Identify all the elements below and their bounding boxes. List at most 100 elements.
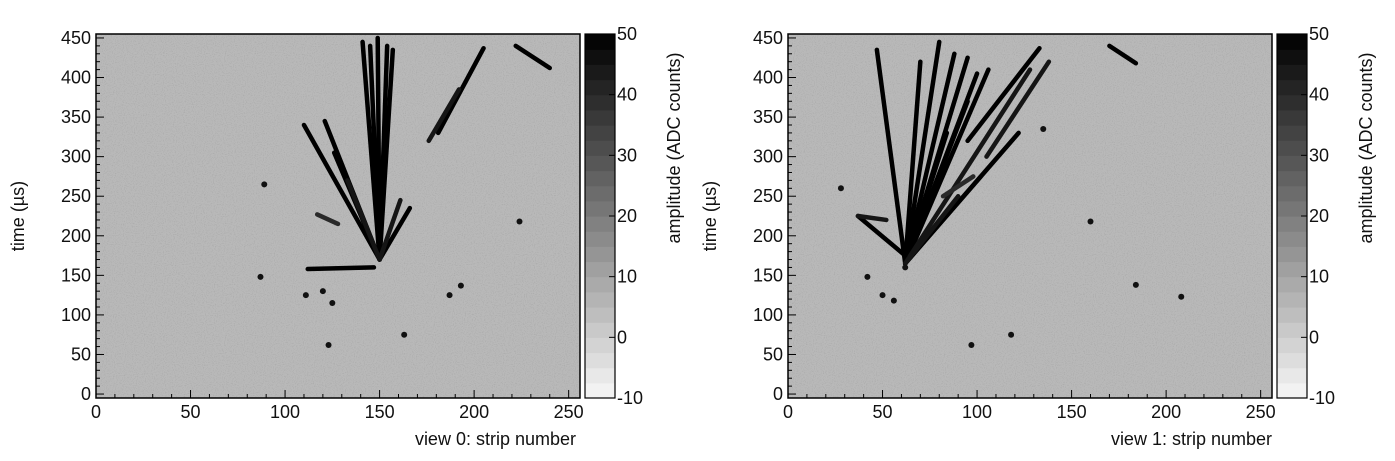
colorbar-tick-label-1-40: 40 bbox=[1309, 85, 1329, 105]
track-1-15 bbox=[855, 213, 908, 258]
colorbar-segment-0-16 bbox=[585, 140, 615, 156]
spot-0-6 bbox=[446, 292, 453, 299]
spot-0-5 bbox=[401, 331, 408, 338]
x-tick-label-0-0: 0 bbox=[91, 402, 101, 422]
colorbar-segment-0-21 bbox=[585, 64, 615, 81]
track-1-0 bbox=[874, 47, 908, 266]
y-tick-label-1-100: 100 bbox=[753, 305, 783, 325]
plot-area-0 bbox=[96, 34, 580, 398]
track-1-2 bbox=[902, 39, 942, 266]
colorbar-tick-label-0-50: 50 bbox=[617, 24, 637, 44]
y-tick-label-1-300: 300 bbox=[753, 147, 783, 167]
colorbar-0: -10 0 10 20 30 40 50 bbox=[584, 24, 643, 408]
colorbar-segment-0-2 bbox=[585, 352, 615, 369]
colorbar-segment-0-6 bbox=[585, 291, 615, 308]
colorbar-title-1: amplitude (ADC counts) bbox=[1356, 52, 1376, 243]
y-tick-label-1-0: 0 bbox=[773, 384, 783, 404]
y-tick-label-1-50: 50 bbox=[763, 344, 783, 364]
x-tick-label-0-150: 150 bbox=[365, 402, 395, 422]
colorbar-segment-1-6 bbox=[1277, 291, 1307, 308]
spot-0-1 bbox=[302, 292, 309, 299]
y-tick-label-0-200: 200 bbox=[61, 226, 91, 246]
x-tick-label-1-250: 250 bbox=[1246, 402, 1276, 422]
colorbar-segment-1-3 bbox=[1277, 337, 1307, 354]
colorbar-segment-1-7 bbox=[1277, 276, 1307, 293]
spot-0-8 bbox=[516, 218, 523, 225]
track-1-3 bbox=[902, 51, 957, 266]
colorbar-1: -10 0 10 20 30 40 50 bbox=[1276, 24, 1335, 408]
noise-layer-0 bbox=[96, 34, 580, 398]
track-0-8 bbox=[345, 178, 382, 262]
tracks-1 bbox=[855, 39, 1139, 266]
colorbar-tick-label-0-20: 20 bbox=[617, 206, 637, 226]
colorbar-segment-1-8 bbox=[1277, 261, 1307, 278]
y-tick-label-0-450: 450 bbox=[61, 28, 91, 48]
colorbar-segment-0-9 bbox=[585, 246, 615, 263]
track-0-6 bbox=[301, 122, 382, 262]
track-0-4 bbox=[377, 43, 390, 262]
colorbar-segment-1-5 bbox=[1277, 307, 1307, 323]
colorbar-tick-label-0-30: 30 bbox=[617, 145, 637, 165]
colorbar-segment-0-3 bbox=[585, 337, 615, 354]
colorbar-segment-1-12 bbox=[1277, 200, 1307, 217]
x-tick-label-0-100: 100 bbox=[270, 402, 300, 422]
track-1-13 bbox=[965, 45, 1042, 144]
panel-view-0: 0 50 100 150 200 250 050100150200250300350400… bbox=[8, 24, 684, 449]
spot-1-3 bbox=[890, 297, 897, 304]
track-0-11 bbox=[305, 265, 377, 272]
spot-1-10 bbox=[1040, 125, 1047, 132]
colorbar-segment-1-4 bbox=[1277, 322, 1307, 338]
colorbar-segment-1-21 bbox=[1277, 64, 1307, 81]
track-0-3 bbox=[367, 43, 382, 262]
plot-frame-0 bbox=[95, 33, 581, 399]
colorbar-tick-label-1-50: 50 bbox=[1309, 24, 1329, 44]
colorbar-segment-1-10 bbox=[1277, 231, 1307, 247]
colorbar-segment-1-15 bbox=[1277, 155, 1307, 172]
y-tick-label-0-150: 150 bbox=[61, 265, 91, 285]
colorbar-segment-0-11 bbox=[585, 216, 615, 232]
track-1-16 bbox=[855, 213, 889, 223]
track-1-9 bbox=[902, 67, 1033, 266]
colorbar-tick-label-1-0: 0 bbox=[1309, 327, 1319, 347]
x-tick-label-0-250: 250 bbox=[554, 402, 584, 422]
colorbar-tick-label-0-10: 10 bbox=[617, 267, 637, 287]
y-axis-1: 0 50 100 150 200 250 300 350 400 450 bbox=[753, 28, 796, 404]
colorbar-segment-0-15 bbox=[585, 155, 615, 172]
y-tick-label-0-250: 250 bbox=[61, 186, 91, 206]
spot-1-4 bbox=[837, 185, 844, 192]
track-1-17 bbox=[1107, 43, 1139, 66]
y-tick-label-0-0: 0 bbox=[81, 384, 91, 404]
colorbar-segment-0-12 bbox=[585, 200, 615, 217]
colorbar-segment-1-1 bbox=[1277, 367, 1307, 384]
spot-0-7 bbox=[457, 282, 464, 289]
x-tick-label-1-150: 150 bbox=[1057, 402, 1087, 422]
colorbar-segment-0-20 bbox=[585, 79, 615, 96]
colorbar-segment-1-14 bbox=[1277, 170, 1307, 187]
colorbar-segment-1-23 bbox=[1277, 34, 1307, 50]
track-1-18 bbox=[940, 174, 976, 199]
spot-0-4 bbox=[325, 341, 332, 348]
spot-1-9 bbox=[1087, 218, 1094, 225]
colorbar-segment-1-16 bbox=[1277, 140, 1307, 156]
spot-0-3 bbox=[329, 300, 336, 307]
x-axis-0: 0 50 100 150 200 250 bbox=[91, 390, 584, 422]
x-axis-title-1: view 1: strip number bbox=[1111, 429, 1272, 449]
spot-1-2 bbox=[879, 292, 886, 299]
colorbar-segment-0-14 bbox=[585, 170, 615, 187]
colorbar-tick-label-0-0: 0 bbox=[617, 327, 627, 347]
spot-1-7 bbox=[1132, 281, 1139, 288]
spot-1-1 bbox=[864, 273, 871, 280]
colorbar-segment-1-2 bbox=[1277, 352, 1307, 369]
colorbar-segment-1-0 bbox=[1277, 382, 1307, 399]
tracks-0 bbox=[301, 35, 552, 272]
colorbar-tick-label-1--10: -10 bbox=[1309, 388, 1335, 408]
colorbar-segment-1-19 bbox=[1277, 94, 1307, 111]
track-0-14 bbox=[314, 212, 341, 227]
colorbar-segment-1-13 bbox=[1277, 185, 1307, 202]
y-tick-label-1-200: 200 bbox=[753, 226, 783, 246]
colorbar-tick-label-1-30: 30 bbox=[1309, 145, 1329, 165]
plot-frame-1 bbox=[787, 33, 1273, 399]
spots-1 bbox=[837, 125, 1185, 348]
colorbar-segment-0-0 bbox=[585, 382, 615, 399]
colorbar-tick-label-0--10: -10 bbox=[617, 388, 643, 408]
